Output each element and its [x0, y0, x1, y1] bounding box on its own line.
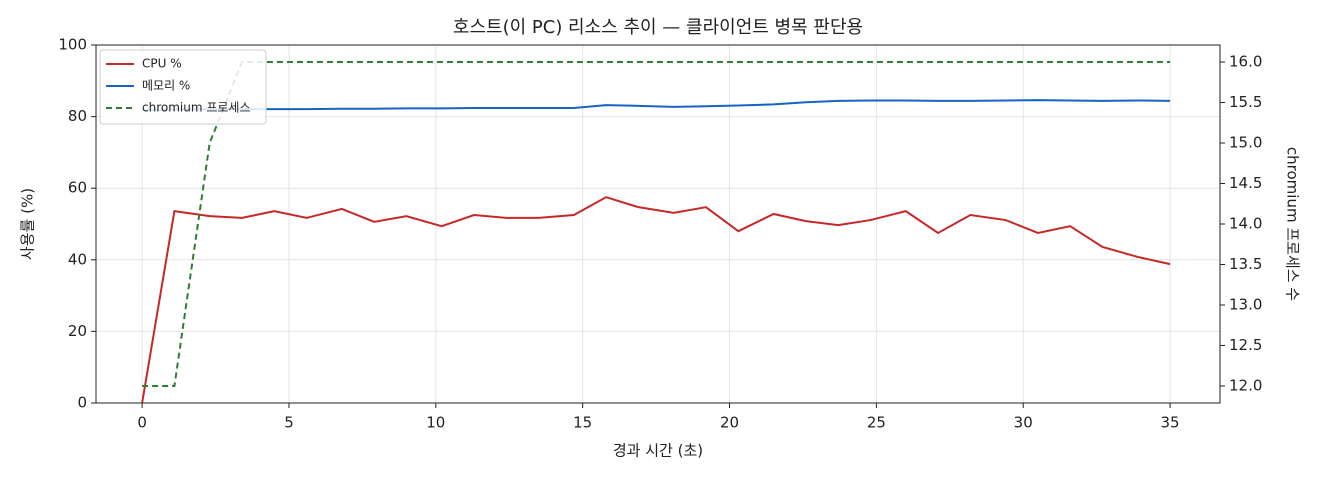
- legend: CPU % 메모리 % chromium 프로세스: [99, 49, 267, 125]
- y-tick-label: 60: [68, 179, 87, 197]
- series-line: [141, 196, 1171, 404]
- y-tick-label: 100: [58, 36, 87, 54]
- y-tick-label: 80: [68, 107, 87, 125]
- y-tick-label: 20: [68, 322, 87, 340]
- x-tick-label: 35: [1161, 414, 1180, 432]
- series-line: [142, 61, 1171, 387]
- chart-title: 호스트(이 PC) 리소스 추이 — 클라이언트 병목 판단용: [453, 17, 863, 38]
- y2-tick-label: 15.0: [1229, 134, 1262, 152]
- y2-tick-label: 12.5: [1229, 336, 1262, 354]
- x-tick-label: 10: [426, 414, 445, 432]
- legend-label: 메모리 %: [142, 79, 190, 93]
- x-tick-label: 30: [1014, 414, 1033, 432]
- y-tick-label: 0: [77, 394, 87, 412]
- y2-tick-label: 14.0: [1229, 215, 1262, 233]
- x-tick-label: 5: [284, 414, 294, 432]
- x-tick-label: 20: [720, 414, 739, 432]
- x-tick-label: 25: [867, 414, 886, 432]
- y2-tick-label: 13.5: [1229, 255, 1262, 273]
- y-tick-label: 40: [68, 250, 87, 268]
- plot-frame: [95, 44, 1221, 404]
- legend-box: [99, 49, 267, 125]
- series-line: [142, 99, 1171, 112]
- legend-label: chromium 프로세스: [142, 101, 251, 115]
- x-axis-label: 경과 시간 (초): [613, 442, 703, 460]
- y2-tick-label: 13.0: [1229, 295, 1262, 313]
- y2-tick-label: 12.0: [1229, 376, 1262, 394]
- x-tick-label: 15: [573, 414, 592, 432]
- y2-tick-label: 14.5: [1229, 174, 1262, 192]
- y-axis-label: 사용률 (%): [19, 188, 37, 260]
- x-tick-label: 0: [137, 414, 147, 432]
- y2-tick-label: 16.0: [1229, 53, 1262, 71]
- y2-tick-label: 15.5: [1229, 93, 1262, 111]
- y2-axis-label: chromium 프로세스 수: [1284, 147, 1302, 301]
- legend-label: CPU %: [142, 57, 182, 71]
